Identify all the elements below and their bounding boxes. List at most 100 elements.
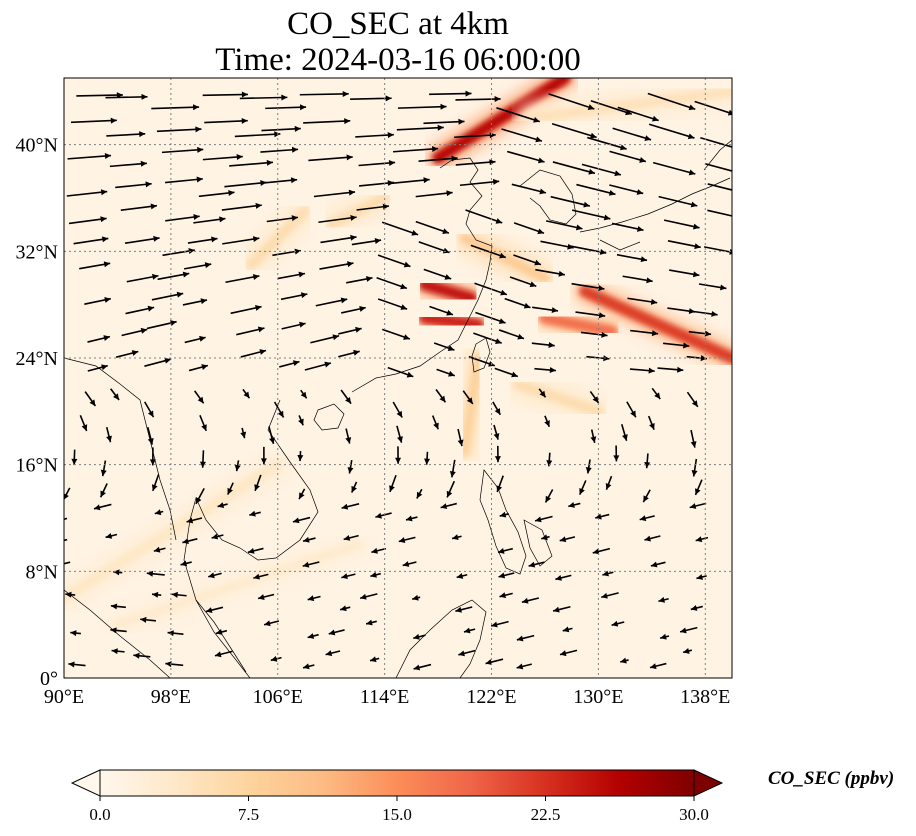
wind-arrow-head: [165, 661, 172, 668]
wind-arrow-head: [455, 606, 462, 613]
plume-core: [579, 285, 732, 364]
plume-core: [326, 193, 390, 230]
wind-arrow-head: [690, 201, 698, 208]
wind-arrow-head: [440, 503, 448, 510]
wind-arrow-head: [350, 214, 357, 221]
wind-arrow-head: [325, 650, 333, 657]
wind-arrow-shaft: [423, 120, 465, 125]
coastline-sumatra: [64, 589, 171, 678]
wind-arrow-head: [405, 515, 413, 522]
colorbar-body: [100, 770, 694, 796]
wind-arrow-head: [298, 271, 305, 278]
wind-arrow-head: [269, 437, 275, 444]
wind-arrow-head: [444, 274, 452, 280]
wind-arrow-head: [539, 390, 546, 398]
wind-arrow-head: [266, 159, 273, 166]
wind-arrow-head: [297, 454, 304, 462]
wind-arrow-head: [140, 616, 147, 623]
wind-arrow-head: [104, 296, 111, 303]
wind-arrow-shaft: [587, 136, 627, 150]
lon-tick-label: 90°E: [44, 686, 84, 708]
wind-arrow-head: [145, 181, 152, 188]
colorbar-tick-label: 22.5: [531, 805, 561, 824]
wind-arrow-head: [360, 593, 367, 600]
wind-arrow-head: [204, 262, 212, 269]
wind-arrow-head: [140, 160, 147, 167]
wind-arrow-head: [171, 591, 178, 598]
wind-arrow-head: [396, 410, 403, 418]
wind-arrow-head: [103, 335, 110, 341]
wind-arrow-head: [601, 331, 608, 338]
wind-arrow-head: [559, 536, 567, 543]
axis-tick-labels: 90°E 98°E 106°E 114°E 122°E 130°E 138°E 0° 8°N 16…: [16, 135, 731, 708]
wind-arrow-shaft: [106, 132, 146, 137]
wind-arrow-head: [253, 573, 260, 580]
wind-arrow-head: [416, 491, 423, 499]
wind-arrow-head: [65, 591, 72, 598]
wind-arrow-head: [534, 259, 541, 266]
coastline-myanmar: [64, 357, 177, 541]
wind-arrow-head: [736, 214, 743, 220]
wind-arrow-head: [385, 95, 392, 102]
wind-arrow-shaft: [120, 204, 158, 211]
wind-arrow-head: [281, 94, 288, 101]
wind-arrow-head: [614, 170, 621, 177]
wind-arrow-head: [466, 397, 473, 404]
wind-arrow-shaft: [648, 123, 695, 139]
wind-arrow-head: [494, 456, 501, 463]
wind-arrow-head: [196, 176, 203, 183]
wind-arrow-head: [219, 216, 226, 223]
wind-arrow-shaft: [105, 95, 148, 99]
wind-arrow-head: [294, 248, 301, 255]
wind-arrow-head: [423, 177, 430, 184]
wind-arrow-head: [328, 629, 336, 636]
wind-arrow-shaft: [550, 195, 591, 207]
wind-arrow-head: [149, 459, 156, 466]
wind-arrow-shaft: [707, 209, 732, 217]
wind-arrow-head: [152, 273, 159, 280]
wind-arrow-head: [660, 633, 667, 640]
wind-arrow-head: [146, 570, 154, 577]
lon-tick-label: 122°E: [466, 686, 516, 708]
wind-arrow-shaft: [355, 133, 394, 138]
map-frame: [63, 77, 733, 679]
wind-arrow-head: [106, 435, 112, 443]
wind-arrow-head: [89, 399, 96, 407]
wind-arrow-head: [101, 364, 108, 371]
wind-arrow-head: [494, 96, 501, 103]
wind-arrow-head: [71, 458, 78, 465]
wind-arrow-head: [449, 471, 456, 478]
wind-arrow-head: [545, 495, 552, 503]
wind-arrow-shaft: [396, 126, 444, 131]
wind-arrow-head: [397, 436, 403, 443]
wind-arrow-head: [105, 532, 113, 539]
wind-arrow-head: [447, 345, 455, 351]
wind-arrow-head: [590, 132, 597, 139]
lat-tick-label: 8°N: [26, 561, 58, 583]
coastline-china-north: [351, 157, 493, 393]
wind-arrow-head: [193, 214, 200, 220]
wind-arrow-head: [493, 433, 500, 440]
wind-arrow-head: [227, 487, 233, 495]
wind-arrow-head: [139, 131, 146, 138]
wind-arrow-head: [458, 650, 465, 657]
coastlines: [64, 139, 732, 678]
wind-arrow-head: [347, 467, 354, 474]
wind-arrow-shaft: [224, 181, 267, 188]
coastline-japan: [579, 139, 732, 251]
wind-arrow-head: [687, 133, 695, 140]
wind-arrow-shaft: [609, 150, 647, 163]
wind-arrow-shaft: [261, 127, 301, 132]
wind-arrow-head: [345, 396, 352, 404]
colorbar-ticks: 0.0 7.5 15.0 22.5 30.0: [89, 796, 709, 824]
wind-arrow-shaft: [265, 106, 307, 110]
wind-arrow-head: [559, 650, 567, 657]
wind-arrow-head: [654, 392, 661, 399]
wind-arrow-shaft: [581, 163, 622, 176]
lat-tick-label: 16°N: [16, 455, 58, 477]
wind-arrow-shaft: [303, 120, 351, 124]
wind-arrow-head: [341, 503, 349, 510]
coastline-borneo: [395, 599, 487, 678]
wind-arrow-head: [277, 410, 284, 418]
wind-arrow-head: [732, 144, 739, 150]
